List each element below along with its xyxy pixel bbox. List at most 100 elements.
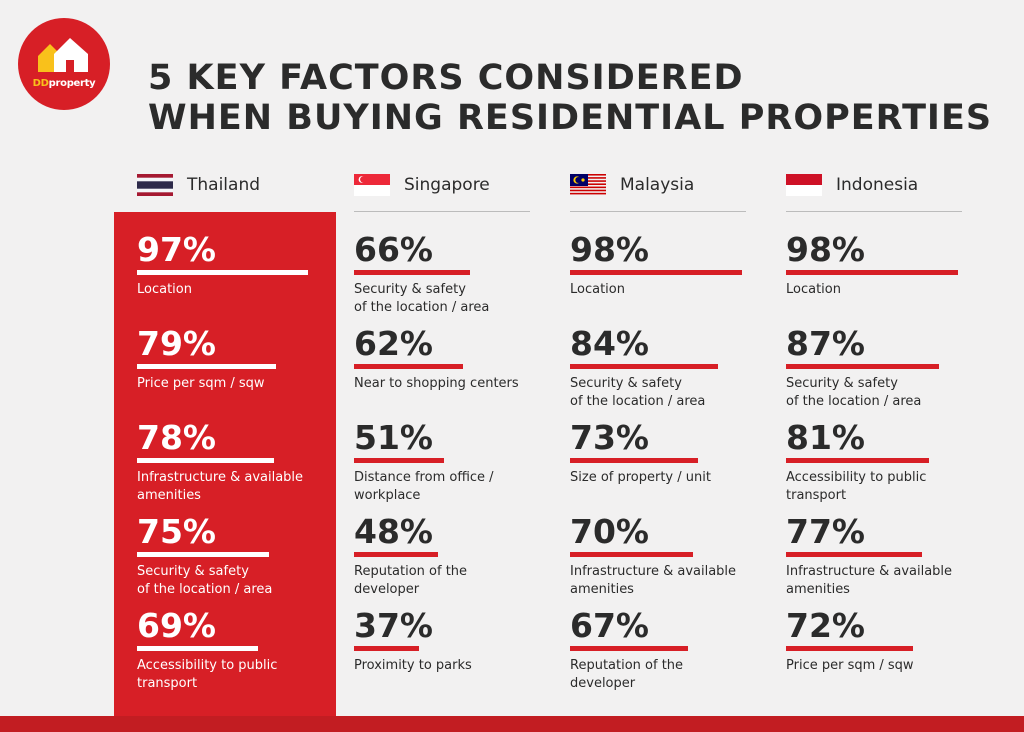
factor-percentage: 84% xyxy=(570,324,649,363)
page-title: 5 KEY FACTORS CONSIDERED WHEN BUYING RES… xyxy=(148,58,992,138)
factor-bar xyxy=(786,364,939,369)
logo-wordmark: DDproperty xyxy=(32,78,96,89)
header-divider xyxy=(786,211,962,212)
factor-item: 87% Security & safety of the location / a… xyxy=(786,326,962,411)
factor-item: 98% Location xyxy=(786,232,962,299)
factor-percentage: 62% xyxy=(354,324,433,363)
factor-label: Location xyxy=(786,282,841,297)
factor-bar xyxy=(570,552,693,557)
factor-item: 66% Security & safety of the location / a… xyxy=(354,232,530,317)
title-line-2: WHEN BUYING RESIDENTIAL PROPERTIES xyxy=(148,98,993,138)
factor-bar xyxy=(570,364,718,369)
factor-percentage: 77% xyxy=(786,512,865,551)
factor-item: 48% Reputation of the developer xyxy=(354,514,530,599)
factor-label: Reputation of the developer xyxy=(354,564,468,597)
factor-percentage: 37% xyxy=(354,606,433,645)
country-name-malaysia: Malaysia xyxy=(620,175,695,195)
factor-bar xyxy=(570,458,698,463)
country-column-malaysia: Malaysia 98% Location 84% Security & safety … xyxy=(570,0,746,732)
factor-item: 62% Near to shopping centers xyxy=(354,326,530,393)
factor-item: 98% Location xyxy=(570,232,746,299)
factor-percentage: 67% xyxy=(570,606,649,645)
factor-bar xyxy=(786,270,958,275)
country-name-singapore: Singapore xyxy=(404,175,490,195)
factor-bar xyxy=(354,646,419,651)
factor-percentage: 78% xyxy=(137,418,216,457)
factor-label: Security & safety of the location / area xyxy=(570,376,706,409)
factor-label: Size of property / unit xyxy=(570,470,711,485)
factor-percentage: 70% xyxy=(570,512,649,551)
thailand-flag-icon xyxy=(137,174,173,196)
country-column-thailand: Thailand 97% Location 79% Price per sqm / sq… xyxy=(137,0,313,732)
factor-percentage: 73% xyxy=(570,418,649,457)
header-divider xyxy=(570,211,746,212)
factor-label: Infrastructure & available amenities xyxy=(137,470,304,503)
country-column-indonesia: Indonesia 98% Location 87% Security & safety… xyxy=(786,0,962,732)
factor-bar xyxy=(786,458,929,463)
factor-bar xyxy=(786,646,913,651)
factor-label: Distance from office / workplace xyxy=(354,470,494,503)
factor-percentage: 48% xyxy=(354,512,433,551)
country-column-singapore: Singapore 66% Security & safety of the loc… xyxy=(354,0,530,732)
factor-item: 51% Distance from office / workplace xyxy=(354,420,530,505)
factor-bar xyxy=(137,646,258,651)
factor-percentage: 98% xyxy=(570,230,649,269)
factor-item: 75% Security & safety of the location / a… xyxy=(137,514,313,599)
factor-percentage: 87% xyxy=(786,324,865,363)
factor-bar xyxy=(354,270,470,275)
country-header-malaysia: Malaysia xyxy=(570,172,694,198)
country-header-indonesia: Indonesia xyxy=(786,172,918,198)
factor-bar xyxy=(570,270,742,275)
factor-item: 77% Infrastructure & available amenities xyxy=(786,514,962,599)
factor-label: Infrastructure & available amenities xyxy=(570,564,737,597)
factor-percentage: 72% xyxy=(786,606,865,645)
malaysia-flag-icon xyxy=(570,174,606,196)
title-line-1: 5 KEY FACTORS CONSIDERED xyxy=(148,58,744,98)
factor-label: Location xyxy=(137,282,192,297)
factor-item: 72% Price per sqm / sqw xyxy=(786,608,962,675)
factor-item: 70% Infrastructure & available amenities xyxy=(570,514,746,599)
factor-item: 67% Reputation of the developer xyxy=(570,608,746,693)
factor-label: Infrastructure & available amenities xyxy=(786,564,953,597)
thailand-highlight-panel xyxy=(114,212,336,732)
factor-label: Near to shopping centers xyxy=(354,376,519,391)
factor-bar xyxy=(137,364,276,369)
factor-label: Security & safety of the location / area xyxy=(137,564,273,597)
factor-bar xyxy=(354,552,438,557)
ddproperty-logo: DDproperty xyxy=(18,18,110,110)
factor-percentage: 97% xyxy=(137,230,216,269)
country-header-singapore: Singapore xyxy=(354,172,490,198)
factor-item: 84% Security & safety of the location / a… xyxy=(570,326,746,411)
factor-item: 79% Price per sqm / sqw xyxy=(137,326,313,393)
bottom-band xyxy=(0,716,1024,732)
factor-label: Accessibility to public transport xyxy=(786,470,927,503)
header-divider xyxy=(354,211,530,212)
factor-label: Proximity to parks xyxy=(354,658,472,673)
factor-label: Price per sqm / sqw xyxy=(786,658,914,673)
factor-label: Accessibility to public transport xyxy=(137,658,278,691)
factor-bar xyxy=(137,552,269,557)
factor-item: 97% Location xyxy=(137,232,313,299)
indonesia-flag-icon xyxy=(786,174,822,196)
factor-percentage: 98% xyxy=(786,230,865,269)
factor-percentage: 66% xyxy=(354,230,433,269)
factor-label: Security & safety of the location / area xyxy=(786,376,922,409)
factor-item: 37% Proximity to parks xyxy=(354,608,530,675)
factor-percentage: 51% xyxy=(354,418,433,457)
factor-item: 81% Accessibility to public transport xyxy=(786,420,962,505)
country-name-thailand: Thailand xyxy=(187,175,261,195)
country-header-thailand: Thailand xyxy=(137,172,260,198)
factor-bar xyxy=(137,458,274,463)
factor-label: Price per sqm / sqw xyxy=(137,376,265,391)
country-name-indonesia: Indonesia xyxy=(836,175,919,195)
factor-item: 78% Infrastructure & available amenities xyxy=(137,420,313,505)
factor-item: 73% Size of property / unit xyxy=(570,420,746,487)
factor-label: Security & safety of the location / area xyxy=(354,282,490,315)
factor-percentage: 81% xyxy=(786,418,865,457)
house-logo-icon xyxy=(38,38,88,72)
factor-bar xyxy=(786,552,922,557)
factor-bar xyxy=(354,364,463,369)
factor-bar xyxy=(354,458,444,463)
factor-percentage: 79% xyxy=(137,324,216,363)
factor-bar xyxy=(137,270,308,275)
